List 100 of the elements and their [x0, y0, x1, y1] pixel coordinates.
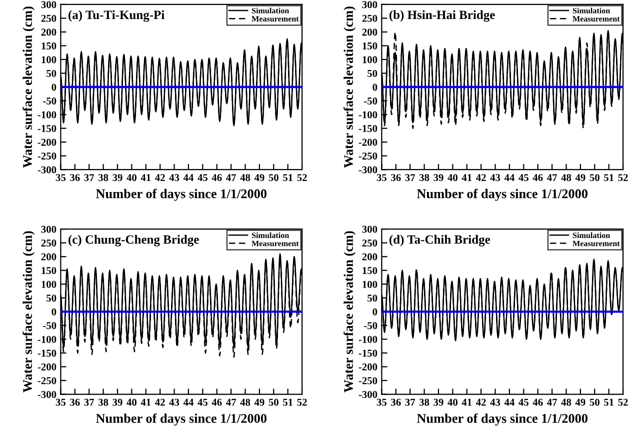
x-tick-label: 37 — [84, 398, 94, 406]
y-tick-label: 100 — [362, 56, 378, 64]
y-tick-label: 150 — [42, 42, 56, 50]
y-tick-label: 100 — [362, 280, 378, 288]
x-tick-label: 46 — [212, 174, 222, 182]
y-tick-label: -50 — [43, 322, 56, 330]
y-tick-label: 150 — [362, 42, 378, 50]
x-tick-label: 51 — [283, 174, 293, 182]
y-tick-label: 50 — [46, 294, 56, 302]
x-tick-label: 37 — [84, 174, 94, 182]
y-tick-label: -100 — [38, 111, 56, 118]
x-tick-label: 43 — [490, 174, 500, 182]
x-tick-label: 40 — [126, 174, 136, 182]
y-tick-label: 250 — [41, 240, 56, 247]
x-axis-title: Number of days since 1/1/2000 — [96, 188, 267, 201]
x-tick-label: 51 — [604, 398, 614, 406]
x-tick-label: 48 — [561, 174, 572, 182]
x-tick-label: 48 — [240, 398, 250, 406]
x-tick-label: 45 — [198, 174, 208, 182]
y-tick-label: -100 — [38, 336, 56, 343]
x-tick-label: 51 — [604, 174, 614, 182]
y-tick-label: -250 — [358, 377, 378, 384]
x-tick-label: 49 — [575, 398, 586, 406]
y-tick-label: 50 — [368, 294, 378, 302]
legend-label: Simulation — [252, 8, 290, 14]
x-axis-title: Number of days since 1/1/2000 — [416, 188, 588, 201]
x-tick-label: 49 — [254, 398, 264, 406]
legend-label: Simulation — [572, 232, 610, 238]
legend-label: Measurement — [252, 16, 299, 22]
y-tick-label: -200 — [358, 363, 378, 370]
x-tick-label: 37 — [405, 174, 416, 182]
x-tick-label: 45 — [518, 174, 528, 182]
x-tick-label: 38 — [98, 174, 108, 182]
x-tick-label: 38 — [419, 398, 430, 406]
y-tick-label: -150 — [38, 350, 56, 357]
x-tick-label: 52 — [618, 174, 628, 182]
x-tick-label: 43 — [490, 398, 500, 406]
y-tick-label: -300 — [358, 390, 378, 398]
x-tick-label: 35 — [376, 174, 387, 182]
y-tick-label: 200 — [362, 253, 378, 260]
x-tick-label: 51 — [283, 398, 293, 406]
x-tick-label: 39 — [434, 398, 444, 406]
y-tick-label: -150 — [358, 125, 378, 132]
x-tick-label: 45 — [198, 398, 208, 406]
x-tick-label: 37 — [405, 398, 416, 406]
y-tick-label: -50 — [43, 97, 56, 105]
x-tick-label: 42 — [155, 174, 165, 182]
x-tick-label: 50 — [590, 174, 600, 182]
y-tick-label: 200 — [41, 28, 56, 36]
y-tick-label: 300 — [41, 1, 56, 8]
y-tick-label: 150 — [42, 267, 56, 274]
y-tick-label: -100 — [358, 336, 378, 343]
x-tick-label: 44 — [504, 174, 514, 182]
x-tick-label: 47 — [546, 398, 557, 406]
x-tick-label: 52 — [297, 398, 307, 406]
x-tick-label: 46 — [532, 398, 543, 406]
x-tick-label: 50 — [268, 398, 278, 406]
y-tick-label: -300 — [38, 166, 56, 174]
x-tick-label: 50 — [268, 174, 278, 182]
chart-title: (c) Chung-Cheng Bridge — [68, 234, 199, 246]
legend-label: Measurement — [572, 240, 620, 246]
y-tick-label: -250 — [38, 377, 56, 384]
y-tick-label: 50 — [46, 70, 56, 77]
y-tick-label: -50 — [364, 322, 378, 330]
y-axis-title: Water surface elevation (cm) — [344, 6, 356, 168]
x-axis-title: Number of days since 1/1/2000 — [416, 413, 588, 426]
x-tick-label: 40 — [126, 398, 136, 406]
y-tick-label: 250 — [362, 14, 378, 22]
x-tick-label: 41 — [462, 174, 472, 182]
x-tick-label: 47 — [546, 174, 557, 182]
y-axis-title: Water surface elevation (cm) — [22, 6, 35, 168]
y-tick-label: -300 — [358, 166, 378, 174]
legend-label: Simulation — [572, 8, 610, 14]
y-tick-label: 250 — [362, 240, 378, 247]
x-tick-label: 40 — [448, 398, 458, 406]
legend-label: Simulation — [252, 232, 290, 238]
y-tick-label: 250 — [41, 14, 56, 22]
x-tick-label: 43 — [169, 398, 180, 406]
x-tick-label: 35 — [56, 398, 66, 406]
y-tick-label: 0 — [372, 308, 378, 316]
x-tick-label: 44 — [504, 398, 514, 406]
chart-title: (d) Ta-Chih Bridge — [389, 234, 490, 246]
y-tick-label: -300 — [38, 390, 56, 398]
y-tick-label: -200 — [358, 138, 378, 146]
y-tick-label: -200 — [38, 363, 56, 370]
x-tick-label: 41 — [462, 398, 472, 406]
x-tick-label: 42 — [476, 398, 486, 406]
y-tick-label: -150 — [358, 350, 378, 357]
x-tick-label: 48 — [561, 398, 572, 406]
x-tick-label: 52 — [297, 174, 307, 182]
x-tick-label: 36 — [391, 398, 401, 406]
x-tick-label: 47 — [226, 174, 236, 182]
x-tick-label: 41 — [140, 398, 151, 406]
x-tick-label: 49 — [575, 174, 586, 182]
x-tick-label: 45 — [518, 398, 528, 406]
y-tick-label: 0 — [52, 84, 56, 91]
y-tick-label: 300 — [362, 1, 378, 8]
x-tick-label: 42 — [155, 398, 165, 406]
x-tick-label: 36 — [391, 174, 401, 182]
y-tick-label: -250 — [358, 152, 378, 160]
